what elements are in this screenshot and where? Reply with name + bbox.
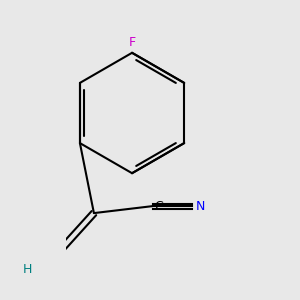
Text: H: H [23,262,32,276]
Text: F: F [128,36,136,49]
Text: N: N [196,200,206,213]
Text: C: C [154,200,163,213]
